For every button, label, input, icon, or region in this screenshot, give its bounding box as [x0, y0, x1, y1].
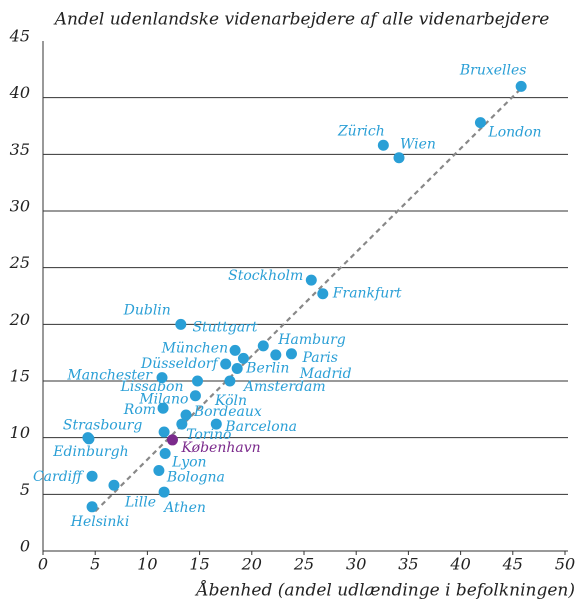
x-tick-label: 30	[346, 555, 366, 574]
point	[231, 363, 243, 375]
point	[270, 349, 282, 361]
y-tick-label: 10	[10, 423, 30, 442]
point-label: Madrid	[299, 366, 352, 382]
y-tick-label: 15	[10, 367, 30, 386]
y-tick-label: 5	[20, 480, 30, 499]
point	[166, 434, 178, 446]
point-label: Rom	[123, 402, 156, 418]
point	[156, 372, 168, 384]
point-label: Hamburg	[277, 332, 346, 348]
x-tick-label: 50	[555, 555, 575, 574]
point-label: Strasbourg	[63, 418, 143, 434]
x-tick-label: 0	[38, 555, 48, 574]
point-label: Cardiff	[33, 469, 84, 485]
point-label: Wien	[400, 137, 436, 153]
point	[317, 288, 329, 300]
point	[158, 486, 170, 498]
point-label: Edinburgh	[52, 444, 128, 460]
x-tick-label: 5	[90, 555, 100, 574]
x-tick-label: 10	[137, 555, 157, 574]
point	[220, 358, 232, 370]
point	[157, 402, 169, 414]
chart-title: Andel udenlandske videnarbejdere af alle…	[53, 10, 550, 30]
point	[257, 340, 269, 352]
point	[224, 375, 236, 387]
point-label: Lyon	[171, 455, 206, 471]
trend-line	[94, 85, 525, 513]
point	[83, 433, 95, 445]
point-label: Düsseldorf	[140, 356, 220, 372]
point-label: Milano	[138, 392, 188, 408]
point	[175, 318, 187, 330]
y-tick-label: 45	[9, 27, 30, 46]
point-label: Barcelona	[224, 419, 297, 435]
point-label: Bruxelles	[459, 62, 527, 78]
point	[285, 348, 297, 360]
point	[210, 418, 222, 430]
point	[176, 418, 188, 430]
point-label: Manchester	[66, 368, 153, 384]
y-tick-label: 35	[10, 140, 30, 159]
point-label: København	[180, 440, 260, 456]
x-tick-label: 20	[241, 555, 262, 574]
x-tick-label: 25	[293, 555, 314, 574]
y-tick-label: 25	[9, 253, 30, 272]
x-tick-label: 40	[449, 555, 470, 574]
point	[158, 426, 170, 438]
y-tick-label: 30	[10, 197, 30, 216]
point-label: Bologna	[166, 470, 225, 486]
point-label: Köln	[214, 393, 247, 409]
point-label: Helsinki	[70, 514, 130, 530]
point-label: Berlin	[245, 361, 289, 377]
y-tick-label: 40	[9, 83, 30, 102]
point	[159, 448, 171, 460]
point-label: Athen	[162, 500, 206, 516]
point	[474, 117, 486, 129]
y-tick-label: 0	[20, 537, 30, 556]
point	[108, 479, 120, 491]
point-label: Zürich	[337, 123, 385, 139]
point-label: London	[487, 125, 541, 141]
point	[305, 274, 317, 286]
y-tick-label: 20	[9, 310, 30, 329]
point	[86, 470, 98, 482]
point	[86, 501, 98, 513]
point-label: Dublin	[123, 302, 171, 318]
x-tick-label: 45	[502, 555, 523, 574]
point-label: Frankfurt	[332, 286, 402, 302]
point	[229, 344, 241, 356]
x-tick-label: 15	[189, 555, 209, 574]
point-label: Lissabon	[120, 379, 184, 395]
point	[189, 390, 201, 402]
point-label: Bordeaux	[193, 404, 262, 420]
x-axis-label: Åbenhed (andel udlændinge i befolkningen…	[194, 580, 575, 601]
point	[153, 465, 165, 477]
point-label: Lille	[124, 494, 156, 510]
point-label: München	[161, 340, 229, 356]
point	[180, 409, 192, 421]
point-label: Amsterdam	[242, 379, 326, 395]
point-label: Stockholm	[228, 268, 303, 284]
point-label: Stuttgart	[192, 319, 257, 335]
x-tick-label: 35	[398, 555, 418, 574]
point	[393, 152, 405, 164]
point	[515, 80, 527, 92]
point-label: Torino	[186, 427, 231, 443]
point	[377, 139, 389, 151]
point	[192, 375, 204, 387]
point-label: Paris	[301, 350, 338, 366]
point	[237, 352, 249, 364]
